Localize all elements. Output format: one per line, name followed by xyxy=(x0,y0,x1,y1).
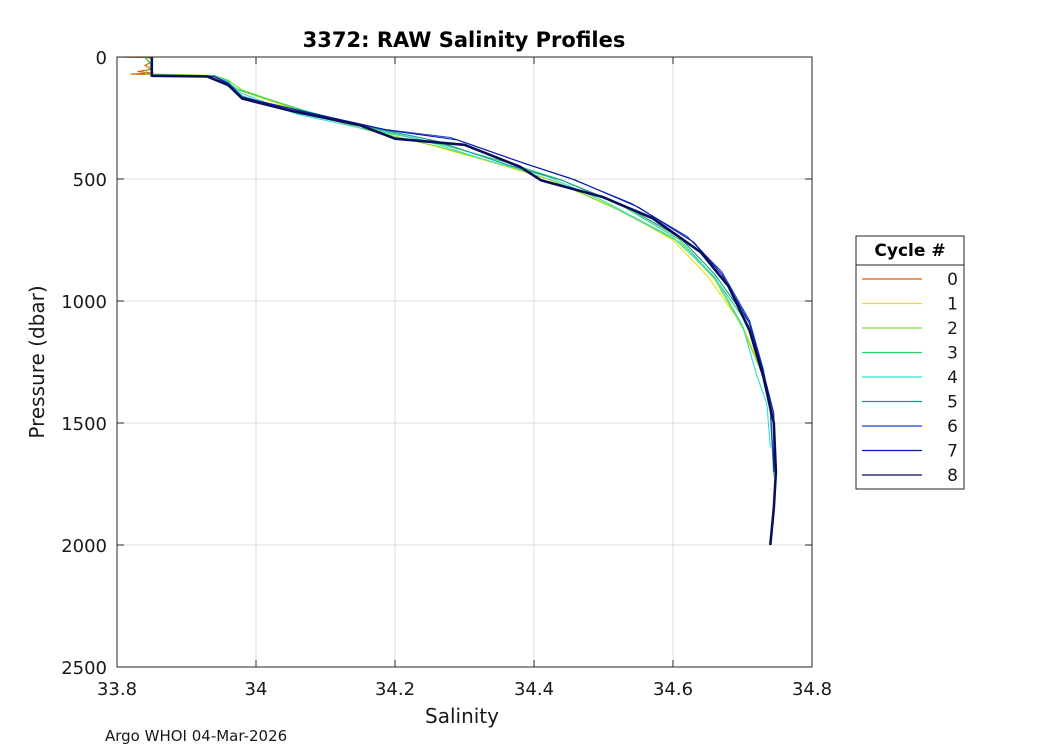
legend-title: Cycle # xyxy=(874,241,945,261)
legend-items: 0 1 2 3 4 5 6 7 8 xyxy=(862,270,958,486)
y-tick-label: 500 xyxy=(73,170,107,191)
legend-label-cycle-6: 6 xyxy=(947,417,958,437)
grid-lines xyxy=(117,57,812,667)
y-tick-label: 0 xyxy=(96,48,107,69)
y-tick-label: 1000 xyxy=(61,292,107,313)
legend-label-cycle-1: 1 xyxy=(947,295,958,315)
legend: Cycle # 0 1 2 3 4 5 6 7 8 xyxy=(855,235,965,490)
footer-credit: Argo WHOI 04-Mar-2026 xyxy=(105,727,287,745)
legend-label-cycle-2: 2 xyxy=(947,319,958,339)
x-tick-label: 33.8 xyxy=(97,679,137,700)
x-tick-label: 34.8 xyxy=(792,679,832,700)
plot-area xyxy=(117,57,812,667)
y-axis-label: Pressure (dbar) xyxy=(25,285,49,438)
series-lines xyxy=(116,56,778,546)
legend-box xyxy=(855,235,965,490)
legend-label-cycle-8: 8 xyxy=(947,466,958,486)
x-tick-label: 34.4 xyxy=(514,679,554,700)
legend-label-cycle-3: 3 xyxy=(947,344,958,364)
x-tick-label: 34.6 xyxy=(653,679,693,700)
x-tick-label: 34 xyxy=(245,679,268,700)
plot-frame xyxy=(116,56,813,668)
series-line-cycle-8 xyxy=(150,57,778,546)
legend-label-cycle-4: 4 xyxy=(947,368,958,388)
x-tick-label: 34.2 xyxy=(375,679,415,700)
y-tick-label: 2000 xyxy=(61,536,107,557)
legend-label-cycle-5: 5 xyxy=(947,393,958,413)
legend-label-cycle-7: 7 xyxy=(947,442,958,462)
y-axis-ticks: 0 500 1000 1500 2000 2500 xyxy=(61,48,812,679)
x-axis-label: Salinity xyxy=(425,704,499,728)
y-tick-label: 1500 xyxy=(61,414,107,435)
x-axis-ticks: 33.8 34 34.2 34.4 34.6 34.8 xyxy=(97,57,832,700)
legend-label-cycle-0: 0 xyxy=(947,270,958,290)
y-tick-label: 2500 xyxy=(61,658,107,679)
chart-title: 3372: RAW Salinity Profiles xyxy=(303,28,626,52)
